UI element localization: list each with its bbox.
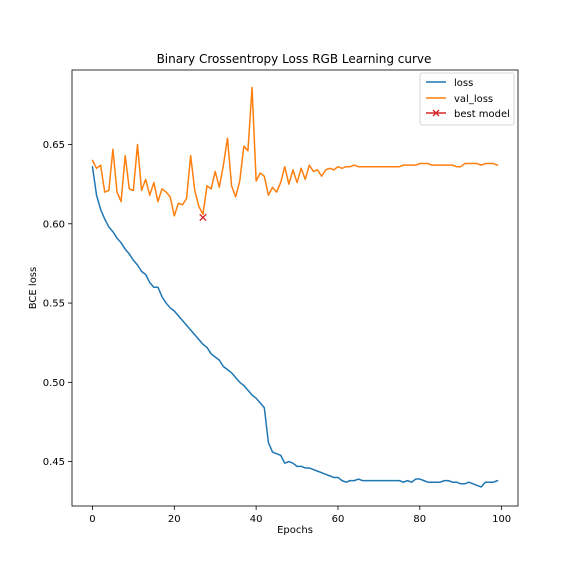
y-axis-label: BCE loss [28, 267, 39, 309]
y-tick-label: 0.60 [43, 219, 65, 230]
y-axis-ticks: 0.45 0.50 0.55 0.60 0.65 [43, 140, 72, 468]
x-tick-label: 0 [89, 514, 95, 525]
legend-label-val-loss: val_loss [454, 94, 493, 105]
legend-label-loss: loss [454, 78, 473, 89]
best-model-marker [199, 213, 207, 222]
y-tick-label: 0.65 [43, 140, 65, 151]
y-tick-label: 0.50 [43, 378, 65, 389]
chart-title: Binary Crossentropy Loss RGB Learning cu… [157, 52, 432, 66]
y-tick-label: 0.55 [43, 299, 65, 310]
series-layer [91, 86, 499, 488]
y-tick-label: 0.45 [43, 457, 65, 468]
legend: loss val_loss best model [419, 72, 515, 126]
series-line-val-loss [91, 86, 499, 217]
plot-area [91, 86, 499, 488]
marker-layer [199, 213, 207, 222]
legend-label-best-model: best model [454, 109, 510, 120]
x-axis-label: Epochs [277, 525, 313, 536]
legend-box [419, 72, 515, 126]
legend-swatch-best-model-marker [432, 109, 440, 117]
x-tick-label: 60 [332, 514, 345, 525]
series-line-loss [91, 165, 499, 488]
plot-frame [71, 69, 519, 507]
x-axis-ticks: 0 20 40 60 80 100 [89, 506, 511, 525]
x-tick-label: 20 [168, 514, 181, 525]
x-tick-label: 80 [413, 514, 426, 525]
x-tick-label: 100 [492, 514, 511, 525]
x-tick-label: 40 [250, 514, 263, 525]
